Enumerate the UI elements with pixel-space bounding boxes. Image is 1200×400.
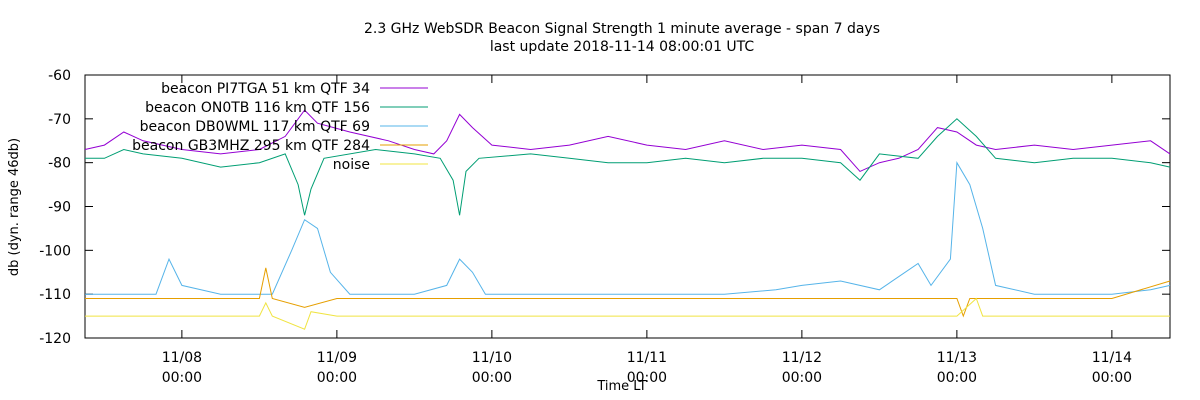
y-tick-label: -80 xyxy=(48,156,71,172)
series-line-2 xyxy=(85,161,1171,295)
x-tick-time: 00:00 xyxy=(1092,370,1132,386)
series-line-1 xyxy=(85,118,1171,216)
x-tick-time: 00:00 xyxy=(472,370,512,386)
x-tick-date: 11/09 xyxy=(317,350,357,366)
y-tick-label: -110 xyxy=(39,287,71,303)
x-tick-date: 11/10 xyxy=(472,350,512,366)
series-line-4 xyxy=(85,297,1170,330)
y-tick-label: -90 xyxy=(48,200,71,216)
x-axis-label: Time LT xyxy=(596,379,646,394)
y-tick-label: -70 xyxy=(48,112,71,128)
x-tick-date: 11/11 xyxy=(627,350,667,366)
x-tick-time: 00:00 xyxy=(317,370,357,386)
y-tick-label: -60 xyxy=(48,68,71,84)
x-tick-date: 11/13 xyxy=(937,350,977,366)
legend-label: beacon ON0TB 116 km QTF 156 xyxy=(145,100,370,116)
x-axis: 11/08 00:00 11/09 00:00 11/10 00:00 11/11 00:00… xyxy=(162,75,1132,386)
x-tick-time: 00:00 xyxy=(627,370,667,386)
x-tick-time: 00:00 xyxy=(162,370,202,386)
legend-label: noise xyxy=(333,157,370,173)
x-tick-time: 00:00 xyxy=(782,370,822,386)
chart-subtitle: last update 2018-11-14 08:00:01 UTC xyxy=(490,39,755,55)
x-tick-date: 11/08 xyxy=(162,350,202,366)
x-tick-date: 11/14 xyxy=(1092,350,1132,366)
series-line-0 xyxy=(84,109,1171,173)
legend: beacon PI7TGA 51 km QTF 34 beacon ON0TB 1… xyxy=(132,81,428,173)
x-tick-time: 00:00 xyxy=(937,370,977,386)
legend-label: beacon GB3MHZ 295 km QTF 284 xyxy=(132,138,370,154)
y-axis: -60 -70 -80 -90 -100 -110 -120 xyxy=(39,68,1170,347)
y-tick-label: -100 xyxy=(39,243,71,259)
y-tick-label: -120 xyxy=(39,331,71,347)
y-axis-label: db (dyn. range 46db) xyxy=(7,138,22,276)
legend-label: beacon DB0WML 117 km QTF 69 xyxy=(140,119,370,135)
series-line-3 xyxy=(85,267,1171,318)
series-layer xyxy=(84,109,1171,330)
legend-label: beacon PI7TGA 51 km QTF 34 xyxy=(161,81,370,97)
chart-title: 2.3 GHz WebSDR Beacon Signal Strength 1 … xyxy=(364,21,880,37)
x-tick-date: 11/12 xyxy=(782,350,822,366)
